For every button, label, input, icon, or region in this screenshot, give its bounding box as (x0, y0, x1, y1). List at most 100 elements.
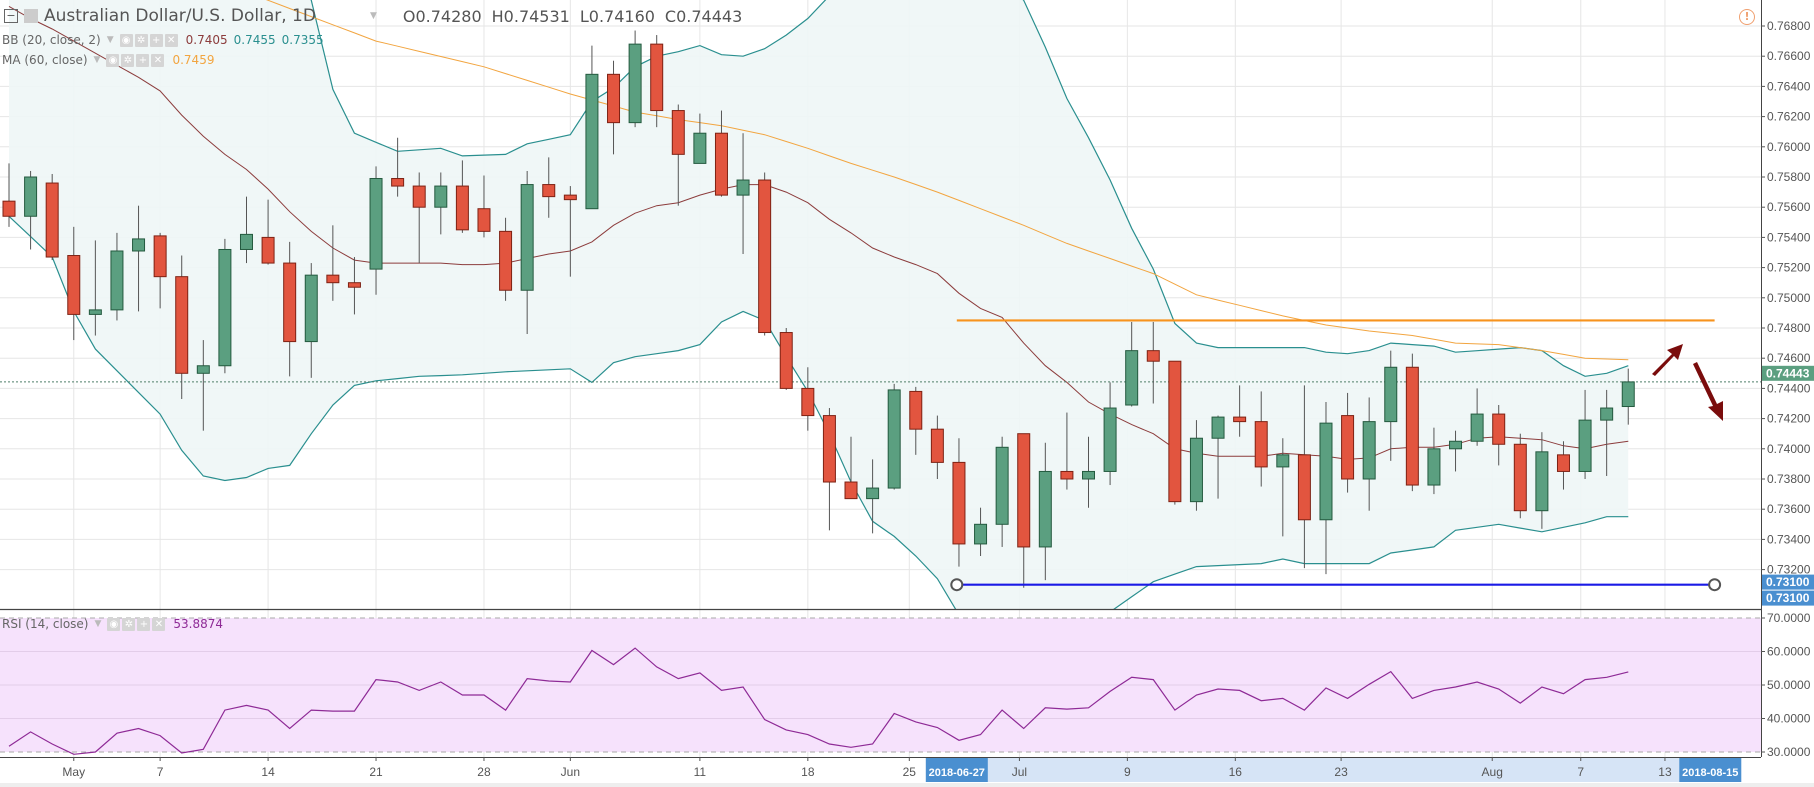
chevron-down-icon[interactable]: ▼ (94, 618, 102, 629)
candle[interactable] (175, 255, 189, 399)
candle[interactable] (24, 170, 38, 250)
candle[interactable] (1556, 441, 1570, 490)
eye-icon[interactable]: ◉ (119, 34, 133, 47)
close-icon[interactable]: ✕ (151, 54, 165, 67)
candle[interactable] (261, 199, 275, 265)
candle[interactable] (1513, 433, 1527, 519)
arrow-down-icon[interactable] (1693, 362, 1723, 421)
candle[interactable] (693, 113, 707, 164)
candle[interactable] (1470, 388, 1484, 446)
candle[interactable] (1060, 412, 1074, 490)
plus-icon[interactable]: + (137, 618, 151, 631)
candle[interactable] (283, 241, 297, 377)
candle[interactable] (866, 459, 880, 534)
candle[interactable] (499, 217, 513, 301)
candle[interactable] (304, 263, 318, 378)
candle[interactable] (1125, 321, 1139, 407)
candle[interactable] (736, 133, 750, 255)
candle[interactable] (153, 232, 167, 309)
candle[interactable] (822, 408, 836, 531)
candle[interactable] (455, 160, 469, 233)
line-handle[interactable] (1708, 578, 1722, 592)
plus-icon[interactable]: + (136, 54, 150, 67)
candle[interactable] (909, 386, 923, 455)
price-pane[interactable] (0, 0, 1761, 668)
candle[interactable] (1082, 436, 1095, 508)
gear-icon[interactable]: ✲ (122, 618, 136, 631)
candle[interactable] (477, 175, 491, 238)
candle[interactable] (1600, 389, 1614, 476)
plus-icon[interactable]: + (149, 34, 163, 47)
gear-icon[interactable]: ✲ (134, 34, 148, 47)
candle[interactable] (758, 172, 772, 336)
chevron-down-icon[interactable]: ▼ (93, 54, 101, 65)
candle[interactable] (1362, 397, 1376, 511)
line-handle[interactable] (950, 578, 964, 592)
candle[interactable] (434, 172, 448, 235)
candle[interactable] (974, 507, 988, 557)
candle[interactable] (628, 30, 642, 128)
candle[interactable] (67, 226, 81, 341)
candle[interactable] (1621, 368, 1635, 425)
candle[interactable] (585, 45, 599, 210)
rsi-pane[interactable] (0, 617, 1761, 755)
candle[interactable] (714, 110, 728, 197)
candle[interactable] (1405, 353, 1419, 492)
candle[interactable] (607, 60, 621, 155)
arrow-up-icon[interactable] (1652, 344, 1683, 376)
candle[interactable] (563, 186, 577, 277)
range-marker-label[interactable]: 2018-08-15 (1682, 767, 1738, 779)
collapse-icon[interactable]: − (4, 9, 18, 23)
candle[interactable] (369, 166, 383, 295)
candle[interactable] (887, 383, 901, 490)
candle[interactable] (1211, 415, 1225, 499)
candle[interactable] (110, 232, 124, 321)
candle[interactable] (326, 225, 340, 301)
candle[interactable] (1254, 391, 1268, 487)
ma-label[interactable]: MA (60, close) (2, 52, 88, 67)
candle[interactable] (1341, 392, 1355, 493)
symbol-title[interactable]: Australian Dollar/U.S. Dollar, 1D (44, 6, 316, 26)
candle[interactable] (239, 196, 253, 264)
candle[interactable] (650, 35, 664, 128)
candle[interactable] (1233, 385, 1247, 437)
candle[interactable] (1492, 405, 1506, 466)
candle[interactable] (1449, 430, 1463, 472)
rsi-label[interactable]: RSI (14, close) (2, 616, 89, 631)
candle[interactable] (520, 170, 534, 335)
candle[interactable] (88, 240, 102, 336)
candle[interactable] (952, 438, 966, 567)
close-icon[interactable]: ✕ (152, 618, 166, 631)
candle[interactable] (542, 157, 556, 218)
candle[interactable] (412, 172, 426, 264)
candle[interactable] (196, 340, 210, 431)
candle[interactable] (801, 367, 815, 431)
time-axis[interactable]: May 7 14 21 28 Jun 11 18 25 Jul 9 16 23 Aug 7 13 2018-06… (0, 757, 1814, 787)
candle[interactable] (218, 238, 232, 374)
candle[interactable] (1103, 382, 1117, 486)
candle[interactable] (391, 137, 405, 197)
rsi-axis[interactable]: 70.0000 60.0000 50.0000 40.0000 30.0000 (1761, 611, 1811, 759)
candle[interactable] (995, 436, 1009, 547)
eye-icon[interactable]: ◉ (107, 618, 121, 631)
candle[interactable] (1427, 427, 1441, 495)
candle[interactable] (1384, 350, 1398, 461)
candle[interactable] (1535, 432, 1549, 529)
candle[interactable] (779, 328, 793, 390)
candle[interactable] (1189, 420, 1203, 511)
candle[interactable] (347, 257, 361, 315)
candle[interactable] (930, 415, 944, 479)
candle[interactable] (1168, 360, 1182, 505)
candle[interactable] (45, 173, 59, 261)
alert-icon[interactable]: ! (1739, 9, 1755, 25)
selected-range[interactable] (956, 758, 1711, 782)
candle[interactable] (1297, 385, 1311, 569)
eye-icon[interactable]: ◉ (106, 54, 120, 67)
candle[interactable] (1146, 321, 1160, 404)
candle[interactable] (1276, 438, 1290, 537)
candle[interactable] (2, 163, 16, 227)
close-icon[interactable]: ✕ (164, 34, 178, 47)
candle[interactable] (1017, 433, 1031, 588)
bb-label[interactable]: BB (20, close, 2) (2, 32, 101, 47)
